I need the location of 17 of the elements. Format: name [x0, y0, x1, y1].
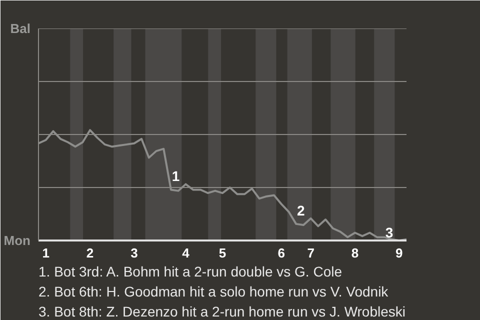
text: Mon [4, 233, 31, 248]
annotation: 2 [297, 202, 306, 218]
x-tick-label: 2 [86, 246, 94, 260]
x-tick-label: 4 [182, 246, 190, 260]
text: 2. Bot 6th: H. Goodman hit a solo home run vs V. Vodnik [38, 284, 390, 300]
x-tick-label: 1 [42, 246, 50, 260]
text: 3. Bot 8th: Z. Dezenzo hit a 2-run home run vs J. Wrobleski [38, 304, 406, 320]
text: 1. Bot 3rd: A. Bohm hit a 2-run double vs G. Cole [38, 264, 342, 280]
x-tick-label: 8 [351, 246, 359, 260]
annotation: 1 [172, 168, 180, 184]
x-tick-label: 5 [218, 246, 226, 260]
x-tick-label: 3 [130, 246, 138, 260]
x-tick-label: 9 [396, 246, 403, 260]
text: Bal [10, 21, 31, 36]
annotation: 3 [385, 224, 394, 240]
x-tick-label: 6 [278, 246, 285, 260]
x-tick-label: 7 [307, 246, 314, 260]
